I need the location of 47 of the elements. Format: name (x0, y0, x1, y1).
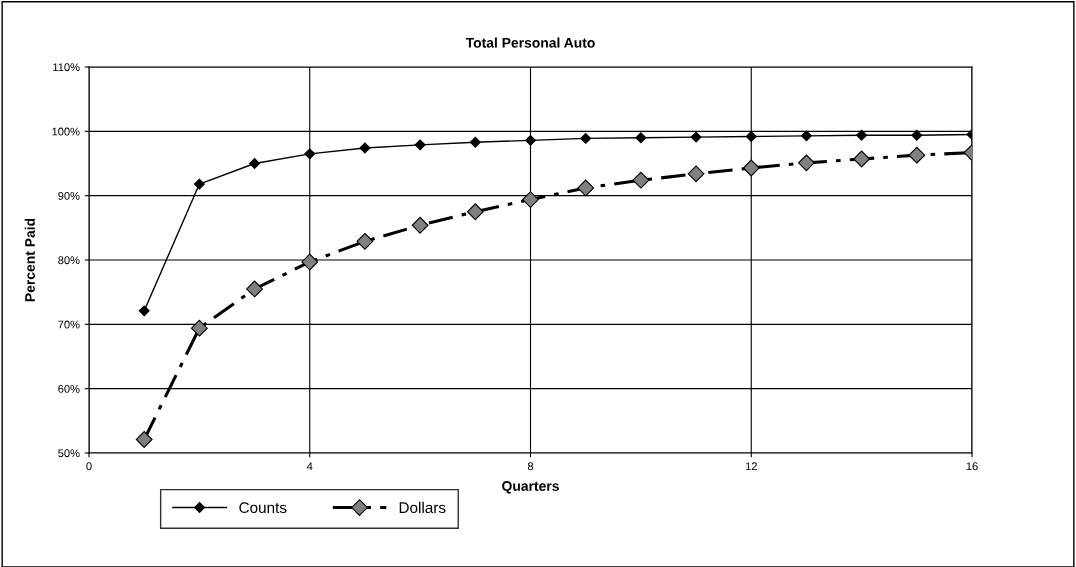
point (359, 142, 371, 154)
point (414, 139, 426, 151)
point (246, 280, 263, 298)
point (469, 136, 481, 148)
point (577, 179, 595, 197)
y-tick-label: 80% (58, 256, 80, 265)
x-tick-label: 4 (306, 462, 313, 471)
point (411, 216, 429, 234)
point (525, 134, 536, 146)
y-axis-title: Percent Paid (24, 218, 35, 302)
point (800, 130, 812, 142)
chart-title: Total Personal Auto (465, 37, 595, 48)
point (690, 131, 702, 143)
x-tick-label: 12 (745, 462, 757, 471)
y-tick-label: 100% (52, 127, 80, 136)
point (249, 158, 261, 169)
point (190, 319, 208, 337)
point (687, 165, 705, 183)
point (304, 148, 316, 160)
point (522, 191, 539, 208)
point (911, 129, 923, 141)
point (742, 159, 760, 177)
legend-label: Dollars (399, 501, 446, 514)
point (856, 129, 868, 141)
point (853, 150, 871, 168)
x-tick-label: 8 (527, 462, 534, 471)
point (745, 131, 757, 142)
x-tick-label: 16 (966, 462, 978, 471)
point (798, 154, 815, 172)
point (580, 132, 592, 144)
y-tick-label: 50% (58, 449, 80, 458)
point (301, 253, 319, 271)
y-tick-label: 70% (58, 320, 80, 329)
point (193, 178, 205, 190)
y-tick-label: 110% (53, 63, 80, 72)
point (356, 232, 374, 250)
y-tick-label: 90% (58, 191, 80, 200)
point (632, 171, 650, 189)
x-tick-label: 0 (86, 462, 92, 471)
point (635, 132, 647, 144)
point (138, 305, 150, 317)
y-tick-label: 60% (58, 384, 80, 393)
x-axis-title: Quarters (502, 481, 559, 494)
point (135, 431, 153, 448)
point (908, 146, 926, 164)
point (466, 203, 484, 221)
legend-label: Counts (239, 502, 287, 514)
